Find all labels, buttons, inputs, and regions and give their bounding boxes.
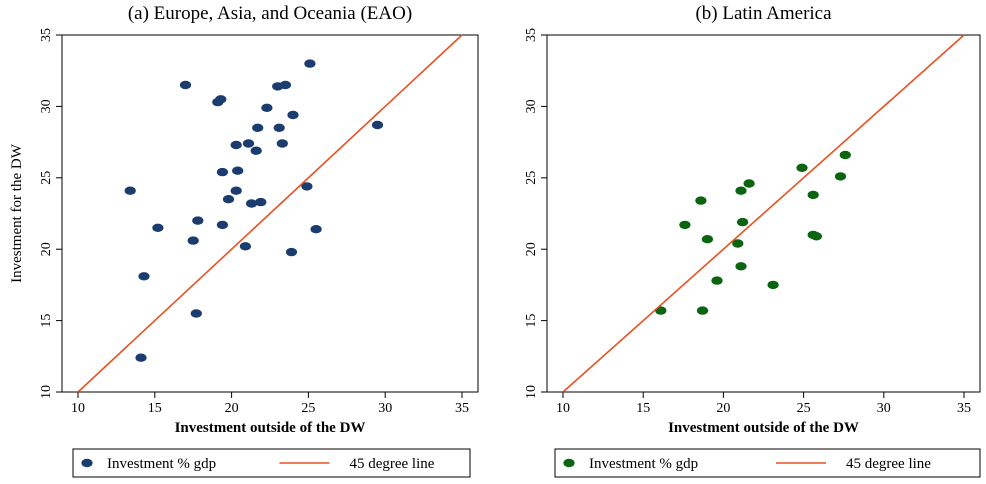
y-axis-label: Investment for the DW	[9, 143, 25, 283]
x-tick-label: 25	[797, 401, 811, 416]
scatter-point	[285, 247, 298, 257]
x-tick-label: 15	[636, 401, 650, 416]
y-tick-label: 10	[39, 385, 54, 399]
scatter-point	[273, 123, 285, 132]
scatter-point	[834, 172, 847, 181]
x-tick-label: 15	[148, 401, 162, 416]
legend-label-line: 45 degree line	[349, 456, 434, 472]
y-tick-label: 30	[39, 99, 54, 113]
scatter-point	[732, 239, 744, 248]
scatter-point	[839, 150, 851, 160]
legend-marker-scatter	[563, 458, 575, 468]
x-tick-label: 20	[225, 401, 239, 416]
chart-title: (a) Europe, Asia, and Oceania (EAO)	[128, 3, 412, 24]
legend-marker-scatter	[81, 458, 93, 468]
y-tick-label: 35	[39, 28, 54, 42]
x-tick-label: 30	[378, 401, 392, 416]
scatter-point	[701, 235, 714, 244]
y-tick-label: 25	[39, 171, 54, 185]
x-tick-label: 35	[957, 401, 971, 416]
scatter-point	[135, 353, 147, 362]
scatter-point	[242, 139, 255, 148]
scatter-point	[152, 223, 164, 232]
series-line-45-degree	[562, 34, 965, 393]
scatter-point	[222, 195, 235, 204]
scatter-point	[301, 182, 313, 191]
scatter-point	[190, 309, 202, 318]
scatter-point	[216, 220, 228, 230]
scatter-point	[371, 120, 384, 130]
y-tick-label: 35	[524, 28, 539, 42]
scatter-point	[735, 186, 747, 195]
scatter-point	[250, 146, 262, 155]
scatter-point	[304, 59, 316, 68]
y-tick-label: 20	[39, 242, 54, 256]
legend-label-scatter: Investment % gdp	[589, 456, 698, 472]
x-tick-label: 30	[877, 401, 891, 416]
y-tick-label: 25	[524, 171, 539, 185]
scatter-point	[279, 80, 291, 90]
scatter-point	[216, 167, 228, 177]
x-tick-label: 10	[71, 401, 85, 416]
scatter-point	[767, 280, 779, 290]
scatter-point	[810, 232, 823, 241]
x-tick-label: 25	[301, 401, 315, 416]
scatter-point	[737, 217, 749, 227]
y-tick-label: 15	[39, 314, 54, 328]
scatter-point	[239, 242, 251, 251]
y-tick-label: 10	[524, 385, 539, 399]
legend-box	[72, 448, 471, 478]
series-line-45-degree	[77, 34, 463, 393]
legend-label-scatter: Investment % gdp	[107, 456, 216, 472]
scatter-point	[192, 216, 204, 225]
x-tick-label: 10	[556, 401, 570, 416]
chart-title: (b) Latin America	[695, 3, 832, 24]
scatter-point	[310, 225, 322, 234]
scatter-point	[261, 103, 273, 113]
y-tick-label: 20	[524, 242, 539, 256]
scatter-point	[230, 140, 242, 150]
scatter-point	[711, 276, 723, 285]
scatter-point	[252, 123, 264, 132]
scatter-point	[735, 262, 747, 271]
y-tick-label: 15	[524, 314, 539, 328]
x-axis-label: Investment outside of the DW	[668, 420, 859, 436]
scatter-point	[287, 110, 299, 120]
scatter-point	[807, 190, 819, 200]
legend-label-line: 45 degree line	[846, 456, 931, 472]
y-tick-label: 30	[524, 99, 539, 113]
plot-frame	[546, 34, 981, 393]
plot-frame	[61, 34, 479, 393]
x-axis-label: Investment outside of the DW	[175, 420, 366, 436]
scatter-point	[187, 236, 199, 245]
scatter-point	[796, 163, 808, 172]
legend-box	[554, 448, 981, 478]
scatter-point	[138, 272, 150, 281]
scatter-point	[695, 196, 707, 205]
chart-panel-0: (a) Europe, Asia, and Oceania (EAO) 10 15 2…	[9, 3, 479, 478]
x-tick-label: 20	[716, 401, 730, 416]
scatter-point	[655, 306, 667, 315]
scatter-point	[255, 197, 267, 207]
scatter-point	[246, 199, 258, 208]
x-tick-label: 35	[455, 401, 469, 416]
scatter-point	[696, 306, 709, 315]
scatter-point	[679, 220, 691, 230]
scatter-point	[179, 80, 192, 90]
scatter-point	[232, 166, 244, 175]
scatter-point	[743, 179, 755, 188]
scatter-point	[230, 186, 242, 195]
scatter-point	[124, 186, 136, 195]
chart-panel-1: (b) Latin America 10 15 20 25 30 35 10 15 20 25 30 3…	[524, 3, 981, 478]
scatter-point	[276, 139, 288, 148]
scatter-point	[215, 95, 227, 104]
